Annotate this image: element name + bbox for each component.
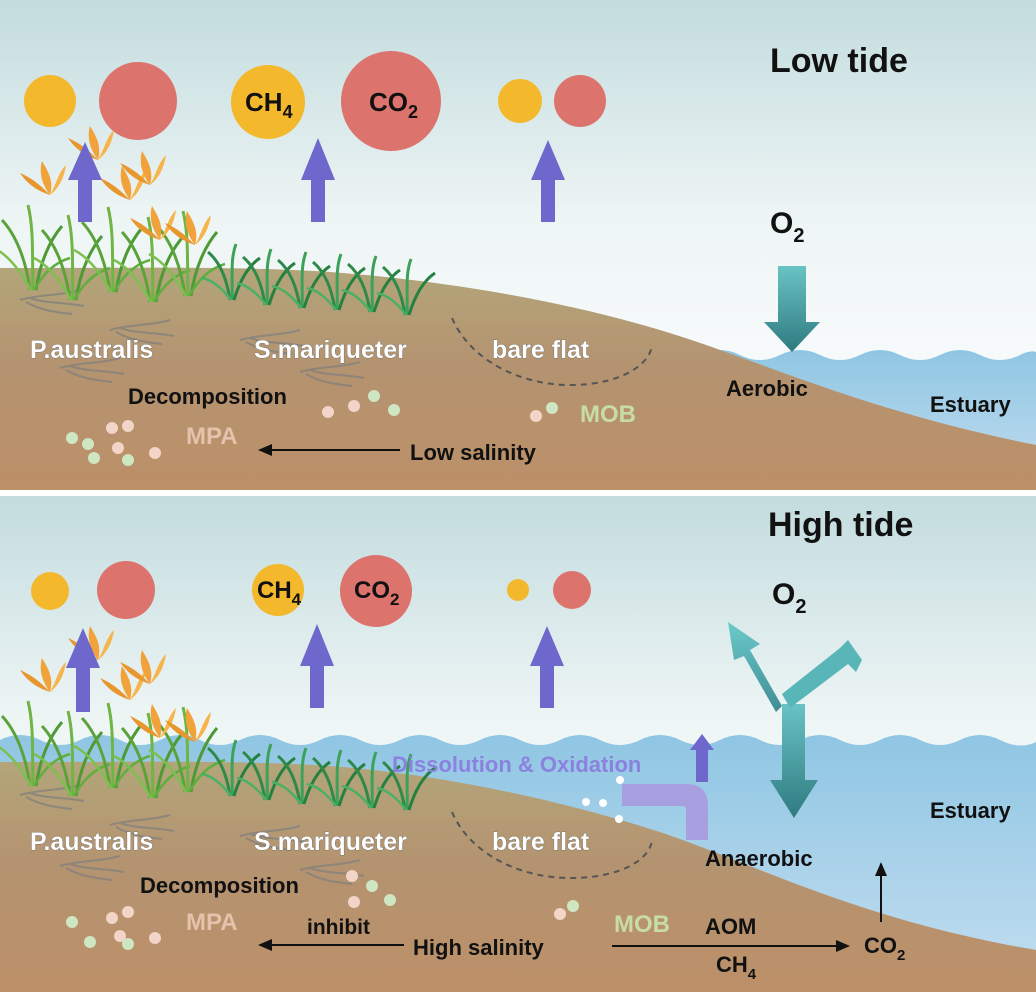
microbe-icon xyxy=(66,916,78,928)
gas-flux-arrows xyxy=(68,138,565,222)
microbe-icon xyxy=(88,452,100,464)
microbe-icon xyxy=(368,390,380,402)
co2-bubble-icon xyxy=(554,75,606,127)
microbe-icon xyxy=(84,936,96,948)
low-tide-panel: CH4 CO2 Low tide O2 P.australis S.mariqu… xyxy=(0,0,1036,490)
microbe-icon xyxy=(348,896,360,908)
microbe-icon xyxy=(122,906,134,918)
microbe-cluster xyxy=(66,390,558,466)
habitat-label-s-mariqueter: S.mariqueter xyxy=(254,828,407,856)
habitat-label-p-australis: P.australis xyxy=(30,336,153,364)
microbe-icon xyxy=(106,912,118,924)
mob-label: MOB xyxy=(614,911,670,938)
habitat-label-s-mariqueter: S.mariqueter xyxy=(254,336,407,364)
salinity-label: High salinity xyxy=(413,935,545,960)
flux-arrow-icon xyxy=(68,142,102,222)
land-surface xyxy=(0,761,1036,992)
anaerobic-label: Anaerobic xyxy=(705,846,813,871)
flux-arrow-icon xyxy=(301,138,335,222)
co2-bubble-icon xyxy=(97,561,155,619)
salinity-label: Low salinity xyxy=(410,440,537,465)
flux-arrow-icon xyxy=(530,626,564,708)
panel-divider xyxy=(0,490,1036,496)
gas-bubbles xyxy=(31,555,591,627)
bare-flat-zone xyxy=(451,317,653,387)
flux-arrow-icon xyxy=(66,628,100,712)
high-tide-title: High tide xyxy=(768,506,913,544)
flux-arrow-icon xyxy=(300,624,334,708)
bubble-icons xyxy=(582,776,624,823)
ch4-out-label: CH4 xyxy=(716,952,757,983)
dissolution-oxidation-label: Dissolution & Oxidation xyxy=(392,752,641,777)
o2-down-arrow-icon xyxy=(764,266,820,352)
co2-bubble xyxy=(341,51,441,151)
arrowhead-icon xyxy=(258,939,272,951)
decomposition-label: Decomposition xyxy=(140,873,299,898)
decomposition-label: Decomposition xyxy=(128,384,287,409)
microbe-cluster xyxy=(66,870,579,950)
high-tide-panel: CH4 CO2 High tide O2 Dissolution & Oxida… xyxy=(0,496,1036,992)
arrowhead-icon xyxy=(258,444,272,456)
co2-label: CO2 xyxy=(354,577,399,609)
o2-label: O2 xyxy=(772,578,806,618)
co2-label: CO2 xyxy=(369,87,418,122)
microbe-icon xyxy=(149,932,161,944)
aom-label: AOM xyxy=(705,914,756,939)
mpa-label: MPA xyxy=(186,423,238,450)
co2-bubble-icon xyxy=(99,62,177,140)
arrowhead-icon xyxy=(836,940,850,952)
microbe-icon xyxy=(122,454,134,466)
ch4-label: CH4 xyxy=(245,87,293,122)
estuary-label: Estuary xyxy=(930,392,1011,417)
dissolution-pipe-icon xyxy=(622,784,708,840)
o2-label: O2 xyxy=(770,207,804,247)
microbe-icon xyxy=(530,410,542,422)
microbe-icon xyxy=(112,442,124,454)
flux-arrow-icon xyxy=(531,140,565,222)
microbe-icon xyxy=(122,420,134,432)
ch4-bubble-icon xyxy=(31,572,69,610)
inhibit-label: inhibit xyxy=(307,916,370,939)
habitat-label-p-australis: P.australis xyxy=(30,828,153,856)
microbe-icon xyxy=(346,870,358,882)
ch4-bubble xyxy=(252,564,304,616)
co2-bubble-icon xyxy=(553,571,591,609)
microbe-icon xyxy=(106,422,118,434)
microbe-icon xyxy=(66,432,78,444)
land-surface xyxy=(0,267,1036,490)
ch4-label: CH4 xyxy=(257,577,302,609)
gas-flux-arrows xyxy=(66,624,564,712)
ch4-bubble-icon xyxy=(498,79,542,123)
microbe-icon xyxy=(567,900,579,912)
low-tide-title: Low tide xyxy=(770,42,908,80)
habitat-label-bare-flat: bare flat xyxy=(492,828,590,856)
microbe-icon xyxy=(366,880,378,892)
co2-bubble xyxy=(340,555,412,627)
ch4-bubble-icon xyxy=(24,75,76,127)
microbe-icon xyxy=(384,894,396,906)
microbe-icon xyxy=(348,400,360,412)
mpa-label: MPA xyxy=(186,909,238,936)
microbe-icon xyxy=(149,447,161,459)
estuary-label: Estuary xyxy=(930,798,1011,823)
microbe-icon xyxy=(322,406,334,418)
o2-split-arrow-icon xyxy=(728,622,862,818)
arrowhead-icon xyxy=(875,862,887,876)
flux-arrow-icon xyxy=(690,734,714,782)
mob-label: MOB xyxy=(580,401,636,428)
bare-flat-zone xyxy=(451,811,653,880)
microbe-icon xyxy=(554,908,566,920)
co2-out-label: CO2 xyxy=(864,933,905,964)
habitat-label-bare-flat: bare flat xyxy=(492,336,590,364)
ch4-bubble xyxy=(231,65,305,139)
microbe-icon xyxy=(388,404,400,416)
microbe-icon xyxy=(546,402,558,414)
aerobic-label: Aerobic xyxy=(726,376,808,401)
microbe-icon xyxy=(114,930,126,942)
gas-bubbles xyxy=(24,51,606,151)
microbe-icon xyxy=(122,938,134,950)
microbe-icon xyxy=(82,438,94,450)
ch4-bubble-icon xyxy=(507,579,529,601)
